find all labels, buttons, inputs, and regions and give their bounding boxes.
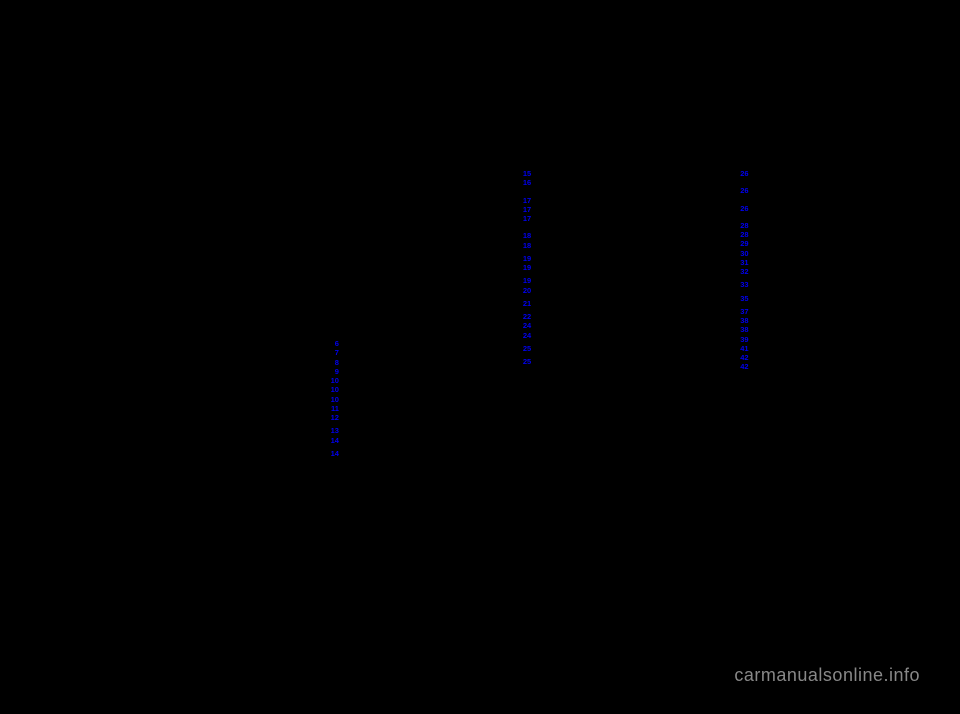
page-link[interactable]: 33: [731, 281, 749, 289]
page-link[interactable]: 18: [513, 232, 531, 240]
column-1: [20, 40, 313, 634]
page-link[interactable]: 42: [731, 363, 749, 371]
page-link[interactable]: 38: [731, 317, 749, 325]
page-link[interactable]: 38: [731, 326, 749, 334]
page-link[interactable]: 26: [731, 187, 749, 195]
page-link[interactable]: 17: [513, 215, 531, 223]
page-link[interactable]: 19: [513, 255, 531, 263]
page-link[interactable]: 18: [513, 242, 531, 250]
page-link[interactable]: 13: [321, 427, 339, 435]
page-link[interactable]: 21: [513, 300, 531, 308]
page-link[interactable]: 8: [321, 359, 339, 367]
page-link[interactable]: 17: [513, 206, 531, 214]
page-link[interactable]: 30: [731, 250, 749, 258]
page-link[interactable]: 10: [321, 396, 339, 404]
page-link[interactable]: 26: [731, 205, 749, 213]
column-2: 6 7 8 9 10 10 10 11 12 13 14 14: [313, 40, 505, 634]
page-link[interactable]: 24: [513, 322, 531, 330]
page-link[interactable]: 12: [321, 414, 339, 422]
page-link[interactable]: 25: [513, 358, 531, 366]
watermark-text: carmanualsonline.info: [734, 665, 920, 686]
page-link[interactable]: 25: [513, 345, 531, 353]
page-link[interactable]: 31: [731, 259, 749, 267]
page-link[interactable]: 11: [321, 405, 339, 413]
page-link[interactable]: 10: [321, 377, 339, 385]
page-link[interactable]: 10: [321, 386, 339, 394]
page-link[interactable]: 20: [513, 287, 531, 295]
page-link[interactable]: 24: [513, 332, 531, 340]
page-container: 6 7 8 9 10 10 10 11 12 13 14 14 15 16 17…: [0, 0, 960, 714]
page-link[interactable]: 41: [731, 345, 749, 353]
page-link[interactable]: 39: [731, 336, 749, 344]
page-link[interactable]: 9: [321, 368, 339, 376]
page-link[interactable]: 17: [513, 197, 531, 205]
page-link[interactable]: 22: [513, 313, 531, 321]
page-link[interactable]: 19: [513, 277, 531, 285]
page-link[interactable]: 28: [731, 222, 749, 230]
column-3: 15 16 17 17 17 18 18 19 19 19 20 21 22 2…: [505, 40, 722, 634]
page-link[interactable]: 19: [513, 264, 531, 272]
page-link[interactable]: 16: [513, 179, 531, 187]
page-link[interactable]: 37: [731, 308, 749, 316]
page-link[interactable]: 15: [513, 170, 531, 178]
page-link[interactable]: 42: [731, 354, 749, 362]
page-link[interactable]: 29: [731, 240, 749, 248]
page-link[interactable]: 32: [731, 268, 749, 276]
page-link[interactable]: 7: [321, 349, 339, 357]
page-link[interactable]: 14: [321, 450, 339, 458]
page-link[interactable]: 6: [321, 340, 339, 348]
page-link[interactable]: 28: [731, 231, 749, 239]
page-link[interactable]: 14: [321, 437, 339, 445]
page-link[interactable]: 35: [731, 295, 749, 303]
column-4: 26 26 26 28 28 29 30 31 32 33 35 37 38 3…: [723, 40, 940, 634]
page-link[interactable]: 26: [731, 170, 749, 178]
